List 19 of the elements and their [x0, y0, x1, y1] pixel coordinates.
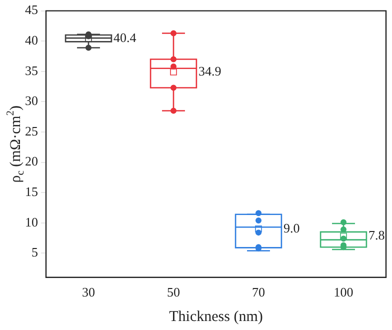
annotation: 9.0	[283, 220, 300, 236]
annotation: 40.4	[113, 30, 137, 46]
x-tick-label: 50	[167, 284, 180, 300]
x-tick-label: 100	[334, 284, 354, 300]
annotation: 7.8	[368, 228, 385, 243]
x-tick-label: 30	[82, 284, 95, 300]
y-tick-label: 40	[25, 32, 38, 48]
y-axis-title: ρc (mΩ·cm2)	[6, 105, 26, 183]
y-tick-label: 20	[25, 154, 38, 169]
y-tick-label: 45	[25, 2, 38, 18]
y-tick-label: 30	[25, 93, 38, 108]
y-tick-label: 25	[25, 123, 38, 138]
x-tick-label: 70	[252, 284, 265, 300]
x-axis-title: Thickness (nm)	[169, 308, 263, 325]
y-tick-label: 10	[25, 214, 38, 230]
y-tick-label: 15	[25, 184, 38, 199]
y-tick-label: 35	[25, 62, 38, 78]
y-tick-label: 5	[32, 244, 38, 260]
annotation: 34.9	[198, 63, 222, 78]
